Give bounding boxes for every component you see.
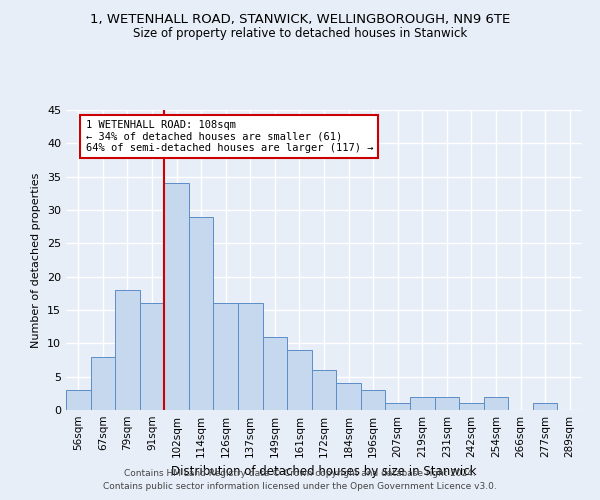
X-axis label: Distribution of detached houses by size in Stanwick: Distribution of detached houses by size … [171,466,477,478]
Bar [484,396,508,410]
Bar [164,184,189,410]
Bar [66,390,91,410]
Bar [533,404,557,410]
Bar [361,390,385,410]
Text: 1, WETENHALL ROAD, STANWICK, WELLINGBOROUGH, NN9 6TE: 1, WETENHALL ROAD, STANWICK, WELLINGBORO… [90,12,510,26]
Bar [434,396,459,410]
Bar [263,336,287,410]
Text: Size of property relative to detached houses in Stanwick: Size of property relative to detached ho… [133,28,467,40]
Text: Contains HM Land Registry data © Crown copyright and database right 2024.: Contains HM Land Registry data © Crown c… [124,468,476,477]
Bar [189,216,214,410]
Bar [287,350,312,410]
Bar [214,304,238,410]
Bar [459,404,484,410]
Bar [238,304,263,410]
Bar [336,384,361,410]
Bar [91,356,115,410]
Y-axis label: Number of detached properties: Number of detached properties [31,172,41,348]
Bar [140,304,164,410]
Bar [410,396,434,410]
Text: Contains public sector information licensed under the Open Government Licence v3: Contains public sector information licen… [103,482,497,491]
Bar [312,370,336,410]
Text: 1 WETENHALL ROAD: 108sqm
← 34% of detached houses are smaller (61)
64% of semi-d: 1 WETENHALL ROAD: 108sqm ← 34% of detach… [86,120,373,153]
Bar [385,404,410,410]
Bar [115,290,140,410]
